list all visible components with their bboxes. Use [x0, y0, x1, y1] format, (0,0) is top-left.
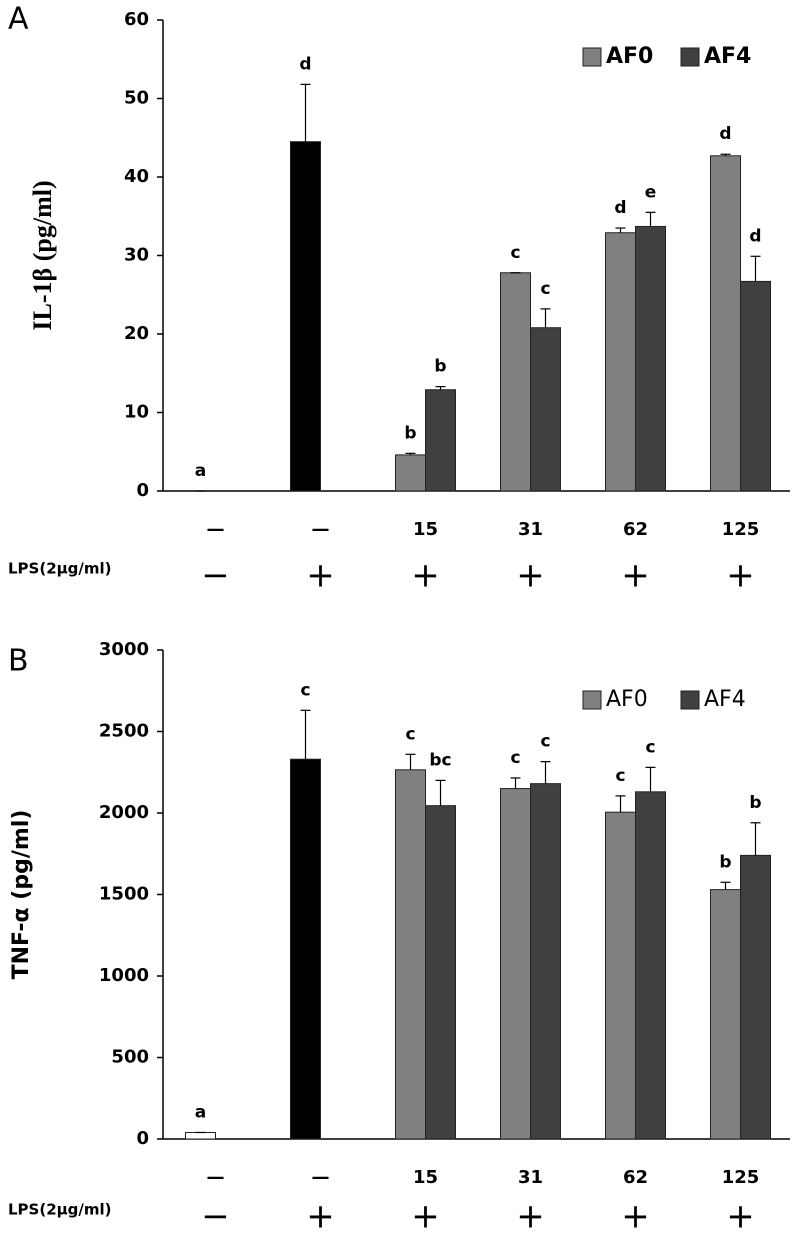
legend-label: AF0 — [606, 687, 648, 712]
significance-letter: d — [299, 54, 311, 74]
y-tick-label: 40 — [124, 166, 149, 187]
significance-letter: b — [749, 793, 761, 813]
bar — [425, 389, 456, 492]
lps-sign: + — [726, 1197, 755, 1237]
bar — [185, 1131, 216, 1140]
y-tick-label: 30 — [124, 245, 149, 266]
significance-letter: c — [300, 680, 310, 700]
bar — [710, 155, 741, 492]
significance-letter: c — [405, 724, 415, 744]
y-tick-label: 1000 — [99, 965, 149, 986]
bar — [635, 791, 666, 1140]
bar — [500, 788, 531, 1140]
significance-letter: d — [614, 198, 626, 218]
lps-sign: + — [516, 1197, 545, 1237]
significance-letter: c — [510, 243, 520, 263]
bar — [425, 805, 456, 1140]
y-tick-label: 50 — [124, 88, 149, 109]
significance-letter: c — [645, 737, 655, 757]
y-tick-label: 500 — [111, 1047, 149, 1068]
significance-letter: c — [615, 766, 625, 786]
lps-sign: + — [726, 556, 755, 596]
legend-swatch — [680, 47, 700, 67]
x-tick-label: 62 — [623, 519, 648, 540]
bar — [605, 811, 636, 1140]
significance-letter: d — [719, 124, 731, 144]
legend-label: AF4 — [704, 687, 746, 712]
lps-sign: + — [621, 556, 650, 596]
legend-label: AF0 — [606, 44, 653, 69]
y-tick-label: 20 — [124, 323, 149, 344]
y-tick-label: 0 — [136, 1128, 149, 1149]
lps-sign: + — [621, 1197, 650, 1237]
bar — [395, 454, 426, 492]
x-tick-label: — — [312, 519, 330, 540]
x-tick-label: 125 — [722, 519, 760, 540]
x-tick-label: 62 — [623, 1167, 648, 1188]
legend-swatch — [680, 690, 700, 710]
significance-letter: b — [404, 423, 416, 443]
significance-letter: a — [195, 461, 206, 481]
bar — [740, 854, 771, 1140]
x-tick-label: — — [207, 1167, 225, 1188]
lps-sign: + — [306, 1197, 335, 1237]
y-tick-label: 2000 — [99, 802, 149, 823]
y-axis-label: TNF-α (pg/ml) — [9, 810, 34, 980]
bar — [290, 758, 321, 1140]
y-tick-label: 0 — [136, 480, 149, 501]
y-tick-label: 10 — [124, 402, 149, 423]
y-tick-label: 1500 — [99, 884, 149, 905]
lps-label: LPS(2μg/ml) — [8, 560, 112, 578]
x-tick-label: — — [312, 1167, 330, 1188]
y-axis-label: IL-1β (pg/ml) — [28, 180, 57, 330]
significance-letter: e — [645, 182, 657, 202]
bar — [500, 272, 531, 492]
significance-letter: a — [195, 1102, 206, 1122]
significance-letter: b — [719, 852, 731, 872]
lps-sign: + — [516, 556, 545, 596]
significance-letter: b — [434, 357, 446, 377]
bar — [605, 232, 636, 492]
legend-label: AF4 — [704, 44, 751, 69]
significance-letter: c — [510, 748, 520, 768]
x-tick-label: 31 — [518, 519, 543, 540]
panel-label: A — [8, 2, 29, 37]
y-tick-label: 2500 — [99, 721, 149, 742]
lps-sign: + — [306, 556, 335, 596]
x-tick-label: 15 — [413, 519, 438, 540]
bar — [395, 769, 426, 1140]
y-tick-label: 3000 — [99, 639, 149, 660]
x-tick-label: 31 — [518, 1167, 543, 1188]
bar — [530, 327, 561, 492]
bar — [740, 280, 771, 492]
lps-sign: + — [411, 1197, 440, 1237]
significance-letter: d — [749, 226, 761, 246]
lps-sign: − — [201, 1197, 230, 1237]
lps-label: LPS(2μg/ml) — [8, 1201, 112, 1219]
x-tick-label: 125 — [722, 1167, 760, 1188]
bar — [710, 889, 741, 1140]
bar — [290, 141, 321, 492]
bar — [530, 783, 561, 1140]
y-tick-label: 60 — [124, 9, 149, 30]
significance-letter: c — [540, 279, 550, 299]
legend-swatch — [582, 47, 602, 67]
significance-letter: c — [540, 732, 550, 752]
lps-sign: + — [411, 556, 440, 596]
legend-swatch — [582, 690, 602, 710]
x-tick-label: 15 — [413, 1167, 438, 1188]
significance-letter: bc — [429, 750, 451, 770]
panel-label: B — [8, 644, 29, 679]
bar — [635, 225, 666, 492]
lps-sign: − — [201, 556, 230, 596]
x-tick-label: — — [207, 519, 225, 540]
